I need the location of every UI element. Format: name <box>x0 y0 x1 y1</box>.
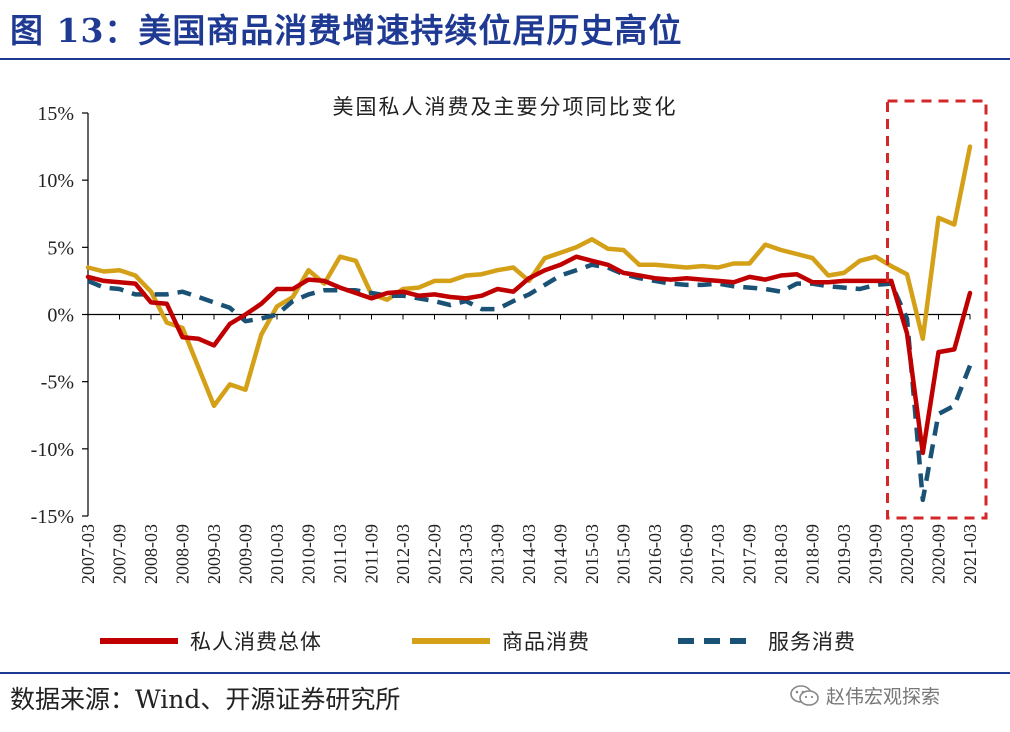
y-tick-label: 15% <box>37 103 74 125</box>
x-tick-label: 2010-03 <box>267 524 287 584</box>
highlight-box <box>886 99 988 520</box>
y-tick-label: -10% <box>31 439 74 461</box>
x-tick-label: 2009-09 <box>236 524 256 584</box>
chart-title: 美国私人消费及主要分项同比变化 <box>332 95 678 119</box>
x-tick-label: 2011-09 <box>362 524 382 583</box>
watermark-text: 赵伟宏观探索 <box>826 686 941 708</box>
x-tick-label: 2018-03 <box>771 524 791 584</box>
x-tick-label: 2011-03 <box>330 524 350 583</box>
x-tick-label: 2018-09 <box>803 524 823 584</box>
top-rule <box>0 58 1010 60</box>
x-tick-label: 2020-03 <box>897 524 917 584</box>
wechat-icon <box>790 684 819 706</box>
legend-item-total: 私人消费总体 <box>100 626 322 656</box>
highlight-layer <box>886 99 988 520</box>
x-tick-label: 2013-03 <box>456 524 476 584</box>
legend-swatch-goods <box>412 638 490 644</box>
x-tick-label: 2012-03 <box>393 524 413 584</box>
legend-item-services: 服务消费 <box>678 626 856 656</box>
y-tick-label: 0% <box>47 305 74 327</box>
source-note: 数据来源：Wind、开源证券研究所 <box>10 685 401 714</box>
bottom-rule <box>0 672 1010 674</box>
legend-label-services: 服务消费 <box>768 630 856 654</box>
x-tick-label: 2014-09 <box>551 524 571 584</box>
x-tick-label: 2008-09 <box>173 524 193 584</box>
x-tick-label: 2010-09 <box>299 524 319 584</box>
x-tick-label: 2015-03 <box>582 524 602 584</box>
x-tick-label: 2015-09 <box>614 524 634 584</box>
x-tick-label: 2016-03 <box>645 524 665 584</box>
chart-axes <box>82 112 971 517</box>
legend-label-goods: 商品消费 <box>502 630 590 654</box>
x-tick-label: 2019-03 <box>834 524 854 584</box>
legend-label-total: 私人消费总体 <box>190 630 322 654</box>
legend-swatch-services <box>678 638 756 644</box>
x-tick-label: 2020-09 <box>929 524 949 584</box>
y-tick-label: -5% <box>41 372 74 394</box>
legend-swatch-total <box>100 638 178 644</box>
figure-title: 图 13：美国商品消费增速持续位居历史高位 <box>10 11 683 50</box>
series-layer <box>85 144 973 503</box>
y-tick-labels: 15% 10% 5% 0% -5% -10% -15% <box>31 103 74 528</box>
x-tick-label: 2007-09 <box>110 524 130 584</box>
series-line-services <box>87 262 973 503</box>
watermark: 赵伟宏观探索 <box>790 682 940 709</box>
x-tick-label: 2016-09 <box>677 524 697 584</box>
x-tick-label: 2007-03 <box>78 524 98 584</box>
y-tick-label: 10% <box>37 170 74 192</box>
legend-item-goods: 商品消费 <box>412 626 590 656</box>
x-tick-label: 2017-09 <box>740 524 760 584</box>
x-tick-label: 2021-03 <box>960 524 980 584</box>
x-tick-label: 2012-09 <box>425 524 445 584</box>
x-tick-label: 2009-03 <box>204 524 224 584</box>
x-tick-label: 2013-09 <box>488 524 508 584</box>
y-tick-label: 5% <box>47 237 74 259</box>
x-tick-label: 2008-03 <box>141 524 161 584</box>
x-tick-label: 2017-03 <box>708 524 728 584</box>
x-tick-labels: 2007-03 2007-09 2008-03 2008-09 2009-03 2009-… <box>78 524 980 584</box>
x-tick-label: 2014-03 <box>519 524 539 584</box>
x-tick-label: 2019-09 <box>866 524 886 584</box>
series-line-total <box>85 254 973 456</box>
y-tick-label: -15% <box>31 506 74 528</box>
